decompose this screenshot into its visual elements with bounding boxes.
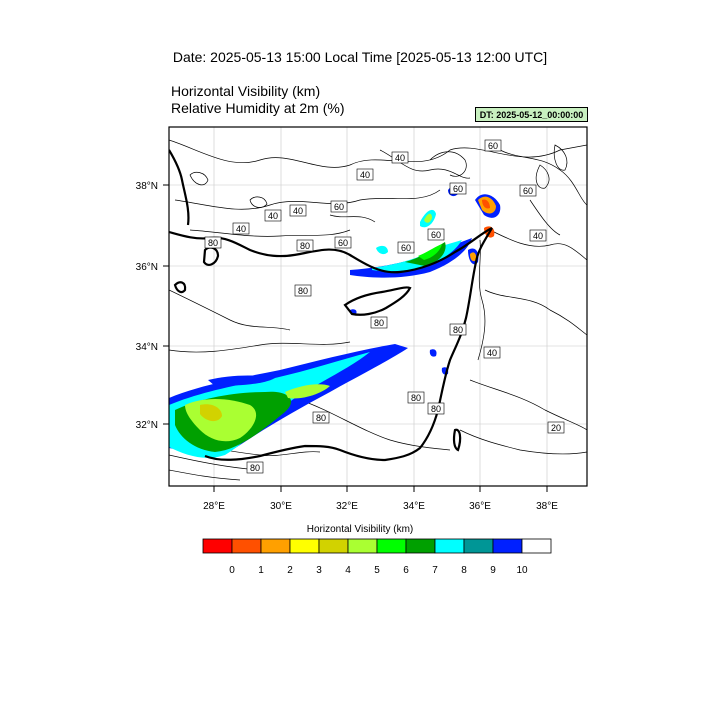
contour-label: 60 <box>427 228 445 241</box>
colorbar <box>202 538 552 554</box>
colorbar-tick-label: 8 <box>461 565 467 576</box>
lat-labels: 38°N 36°N 34°N 32°N <box>136 181 158 431</box>
colorbar-tick-label: 7 <box>432 565 438 576</box>
svg-text:80: 80 <box>411 393 421 403</box>
contour-label: 40 <box>289 204 307 217</box>
colorbar-swatch <box>463 538 494 554</box>
svg-text:80: 80 <box>431 404 441 414</box>
colorbar-swatch <box>492 538 523 554</box>
contour-label: 60 <box>519 184 537 197</box>
colorbar-tick-label: 4 <box>345 565 351 576</box>
colorbar-title: Horizontal Visibility (km) <box>306 524 414 535</box>
svg-text:80: 80 <box>298 286 308 296</box>
svg-text:40: 40 <box>293 206 303 216</box>
colorbar-swatch <box>405 538 436 554</box>
colorbar-tick-label: 5 <box>374 565 380 576</box>
svg-text:80: 80 <box>250 463 260 473</box>
contour-label: 40 <box>483 346 501 359</box>
colorbar-tick-label: 9 <box>490 565 496 576</box>
contour-label: 40 <box>232 222 250 235</box>
svg-text:40: 40 <box>533 231 543 241</box>
lat-label: 32°N <box>136 420 158 431</box>
field-label-visibility: Horizontal Visibility (km) <box>171 83 321 99</box>
colorbar-swatch <box>318 538 349 554</box>
lon-label: 38°E <box>536 501 558 512</box>
contour-label: 80 <box>296 239 314 252</box>
svg-text:40: 40 <box>268 211 278 221</box>
lat-label: 34°N <box>136 342 158 353</box>
svg-text:80: 80 <box>374 318 384 328</box>
svg-text:60: 60 <box>453 184 463 194</box>
contour-label: 80 <box>246 461 264 474</box>
svg-text:60: 60 <box>401 243 411 253</box>
colorbar-swatch <box>521 538 552 554</box>
humidity-contours <box>169 139 587 481</box>
svg-text:80: 80 <box>300 241 310 251</box>
dt-badge: DT: 2025-05-12_00:00:00 <box>475 107 588 122</box>
svg-text:80: 80 <box>208 238 218 248</box>
colorbar-swatch <box>347 538 378 554</box>
lon-label: 34°E <box>403 501 425 512</box>
contour-labels: 20 40 40 40 40 40 40 40 60 60 60 60 60 6… <box>204 139 565 474</box>
lon-label: 36°E <box>469 501 491 512</box>
contour-label: 80 <box>427 402 445 415</box>
colorbar-tick-label: 2 <box>287 565 293 576</box>
contour-label: 60 <box>334 236 352 249</box>
svg-text:60: 60 <box>523 186 533 196</box>
lon-labels: 28°E 30°E 32°E 34°E 36°E 38°E <box>203 501 558 512</box>
contour-label: 40 <box>529 229 547 242</box>
contour-label: 20 <box>547 421 565 434</box>
contour-label: 40 <box>264 209 282 222</box>
coastline <box>169 149 493 462</box>
axis-ticks <box>163 184 548 492</box>
map-content: 20 40 40 40 40 40 40 40 60 60 60 60 60 6… <box>169 127 587 486</box>
svg-text:80: 80 <box>453 325 463 335</box>
colorbar-swatch <box>434 538 465 554</box>
contour-label: 80 <box>294 284 312 297</box>
colorbar-swatch <box>260 538 291 554</box>
colorbar-swatch <box>231 538 262 554</box>
contour-label: 80 <box>204 236 222 249</box>
svg-text:40: 40 <box>487 348 497 358</box>
map-frame <box>168 126 588 487</box>
contour-label: 60 <box>484 139 502 152</box>
colorbar-swatch <box>376 538 407 554</box>
svg-text:60: 60 <box>431 230 441 240</box>
contour-label: 40 <box>391 151 409 164</box>
colorbar-tick-label: 10 <box>516 565 528 576</box>
colorbar-tick-labels: 0 1 2 3 4 5 6 7 8 9 10 <box>229 565 528 576</box>
contour-label: 60 <box>330 200 348 213</box>
contour-label: 80 <box>407 391 425 404</box>
plot-title: Date: 2025-05-13 15:00 Local Time [2025-… <box>172 49 548 65</box>
colorbar-tick-label: 3 <box>316 565 322 576</box>
colorbar-tick-label: 1 <box>258 565 264 576</box>
lat-label: 36°N <box>136 262 158 273</box>
field-label-humidity: Relative Humidity at 2m (%) <box>171 100 345 116</box>
colorbar-tick-label: 0 <box>229 565 235 576</box>
lon-label: 28°E <box>203 501 225 512</box>
colorbar-swatch <box>289 538 320 554</box>
lon-label: 30°E <box>270 501 292 512</box>
contour-label: 40 <box>356 168 374 181</box>
contour-label: 80 <box>370 316 388 329</box>
svg-text:60: 60 <box>338 238 348 248</box>
svg-text:60: 60 <box>488 141 498 151</box>
svg-text:80: 80 <box>316 413 326 423</box>
lon-label: 32°E <box>336 501 358 512</box>
svg-text:40: 40 <box>236 224 246 234</box>
colorbar-swatch <box>202 538 233 554</box>
svg-text:40: 40 <box>395 153 405 163</box>
svg-text:60: 60 <box>334 202 344 212</box>
contour-label: 80 <box>312 411 330 424</box>
contour-label: 60 <box>397 241 415 254</box>
svg-text:20: 20 <box>551 423 561 433</box>
lat-label: 38°N <box>136 181 158 192</box>
contour-label: 80 <box>449 323 467 336</box>
svg-text:40: 40 <box>360 170 370 180</box>
contour-label: 60 <box>449 182 467 195</box>
colorbar-tick-label: 6 <box>403 565 409 576</box>
visibility-shading <box>169 186 501 458</box>
